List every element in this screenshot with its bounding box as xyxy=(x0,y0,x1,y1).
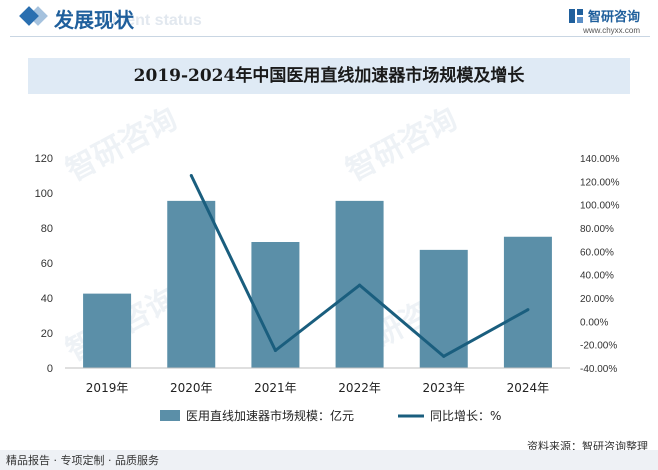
y-left-tick-label: 20 xyxy=(41,328,53,340)
legend-swatch-bar xyxy=(160,410,180,421)
y-right-tick-label: 100.00% xyxy=(580,201,620,212)
y-right-tick-label: -40.00% xyxy=(580,364,617,375)
footer-slogan: 精品报告 · 专项定制 · 品质服务 xyxy=(6,454,159,467)
growth-point xyxy=(189,174,193,177)
brand-name: 智研咨询 xyxy=(587,10,640,25)
y-left-tick-label: 60 xyxy=(41,258,53,270)
x-tick-label: 2024年 xyxy=(507,381,550,395)
x-tick-label: 2022年 xyxy=(338,381,381,395)
chart-title: 2019-2024年中国医用直线加速器市场规模及增长 xyxy=(133,66,525,86)
y-right-tick-label: 80.00% xyxy=(580,224,614,235)
header-divider xyxy=(10,36,650,37)
bar xyxy=(503,236,552,368)
source-note: 资料来源：智研咨询整理 xyxy=(527,440,648,453)
brand-url: www.chyxx.com xyxy=(583,26,640,35)
y-left-tick-label: 120 xyxy=(35,153,53,165)
footer-bar xyxy=(0,450,658,470)
y-left-tick-label: 80 xyxy=(41,223,53,235)
y-right-tick-label: 40.00% xyxy=(580,271,614,282)
x-tick-label: 2021年 xyxy=(254,381,297,395)
legend-label-bar: 医用直线加速器市场规模：亿元 xyxy=(186,408,354,423)
chart-title-box: 2019-2024年中国医用直线加速器市场规模及增长 xyxy=(28,58,630,94)
y-left-tick-label: 40 xyxy=(41,293,53,305)
section-title: 发展现状 xyxy=(54,8,134,32)
y-right-tick-label: 60.00% xyxy=(580,247,614,258)
growth-point xyxy=(442,354,446,358)
growth-point xyxy=(358,283,362,287)
section-subtitle: ment status xyxy=(112,12,202,29)
bar xyxy=(167,200,216,368)
brand: 智研咨询 www.chyxx.com xyxy=(568,6,640,35)
bar xyxy=(83,293,132,368)
y-right-tick-label: 140.00% xyxy=(580,154,620,165)
x-tick-label: 2020年 xyxy=(170,381,213,395)
bar xyxy=(419,249,468,368)
legend-label-line: 同比增长：% xyxy=(430,409,501,423)
page-header: ment status 发展现状 智研咨询 www.chyxx.com xyxy=(0,0,658,42)
brand-logo-icon xyxy=(568,8,583,23)
growth-point xyxy=(273,349,277,352)
y-left-tick-label: 100 xyxy=(35,188,53,200)
y-right-tick-label: 20.00% xyxy=(580,294,614,305)
bar xyxy=(251,242,300,368)
x-tick-label: 2023年 xyxy=(422,381,465,395)
y-right-tick-label: 120.00% xyxy=(580,177,620,188)
growth-point xyxy=(526,308,530,312)
y-right-tick-label: 0.00% xyxy=(580,317,608,328)
x-tick-label: 2019年 xyxy=(86,381,129,395)
y-right-tick-label: -20.00% xyxy=(580,341,617,352)
y-left-tick-label: 0 xyxy=(47,363,53,375)
